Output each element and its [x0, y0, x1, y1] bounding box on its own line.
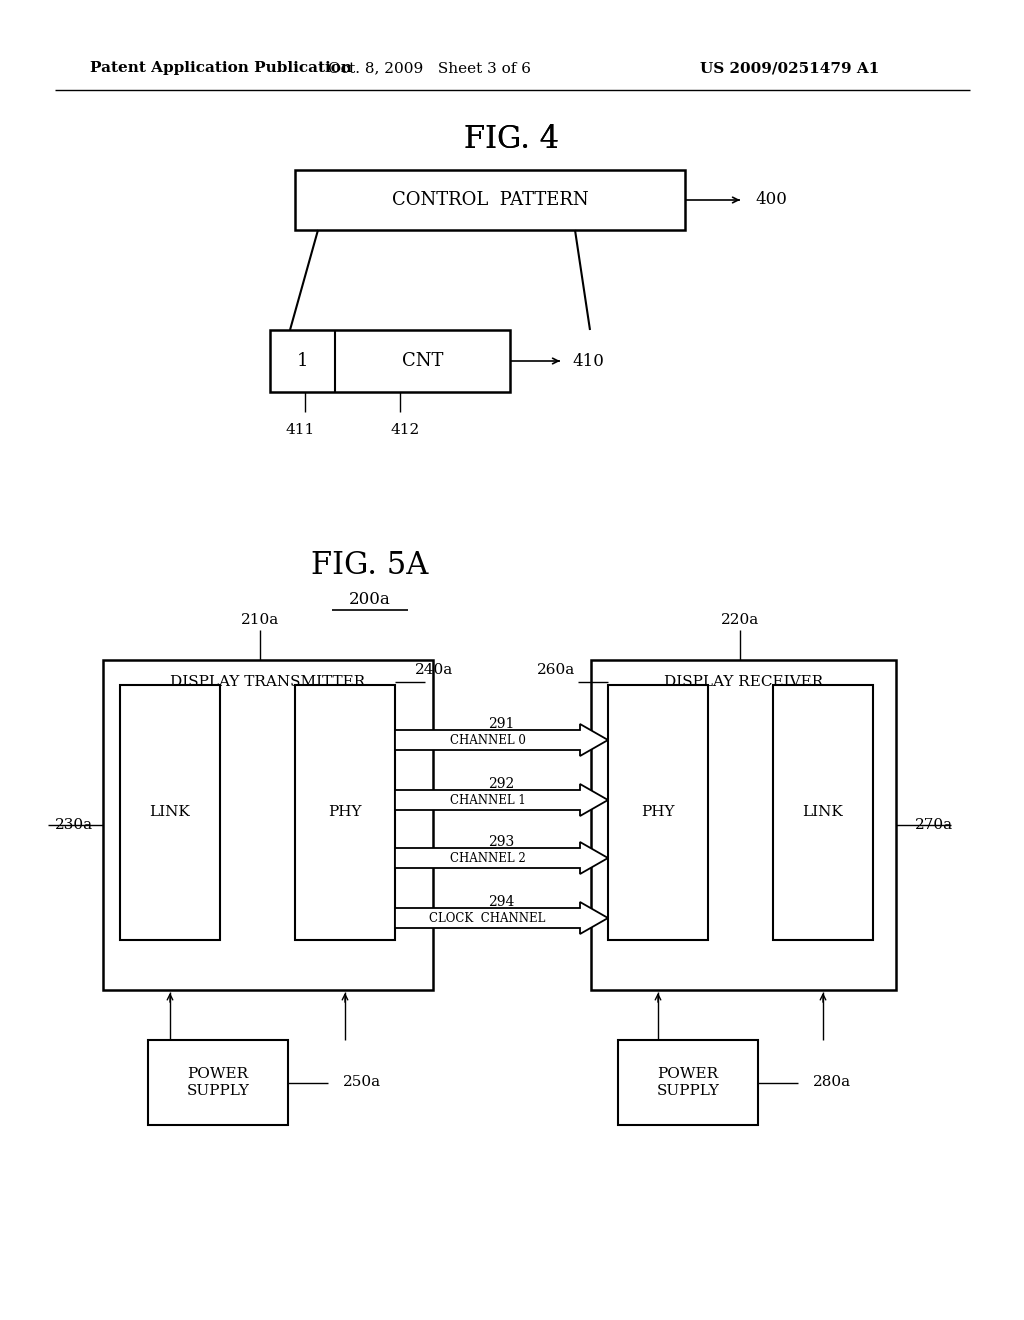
- Text: 210a: 210a: [241, 612, 280, 627]
- Text: 1: 1: [297, 352, 308, 370]
- Text: 200a: 200a: [349, 591, 391, 609]
- Text: 260a: 260a: [537, 663, 575, 677]
- Text: 412: 412: [390, 422, 420, 437]
- Text: 250a: 250a: [343, 1076, 381, 1089]
- Text: CHANNEL 1: CHANNEL 1: [450, 793, 525, 807]
- Text: CLOCK  CHANNEL: CLOCK CHANNEL: [429, 912, 546, 924]
- Bar: [618, 1040, 758, 1125]
- Text: 293: 293: [488, 836, 515, 849]
- Text: 294: 294: [488, 895, 515, 909]
- Bar: [270, 330, 510, 392]
- Text: 411: 411: [286, 422, 314, 437]
- Text: FIG. 4: FIG. 4: [465, 124, 559, 156]
- Text: DISPLAY RECEIVER: DISPLAY RECEIVER: [664, 675, 823, 689]
- Text: LINK: LINK: [803, 805, 844, 820]
- Bar: [148, 1040, 288, 1125]
- Bar: [591, 660, 896, 990]
- Text: FIG. 5A: FIG. 5A: [311, 549, 429, 581]
- Text: 410: 410: [572, 352, 604, 370]
- Text: DISPLAY TRANSMITTER: DISPLAY TRANSMITTER: [170, 675, 366, 689]
- Text: LINK: LINK: [150, 805, 190, 820]
- Text: CHANNEL 0: CHANNEL 0: [450, 734, 525, 747]
- Bar: [608, 685, 708, 940]
- Text: 292: 292: [488, 777, 515, 791]
- Text: Oct. 8, 2009   Sheet 3 of 6: Oct. 8, 2009 Sheet 3 of 6: [329, 61, 531, 75]
- Bar: [120, 685, 220, 940]
- Text: POWER
SUPPLY: POWER SUPPLY: [186, 1068, 250, 1098]
- Bar: [103, 660, 433, 990]
- Text: 400: 400: [755, 191, 786, 209]
- Text: CHANNEL 2: CHANNEL 2: [450, 851, 525, 865]
- Polygon shape: [395, 842, 608, 874]
- Text: PHY: PHY: [641, 805, 675, 820]
- Text: CONTROL  PATTERN: CONTROL PATTERN: [392, 191, 589, 209]
- Text: CNT: CNT: [401, 352, 443, 370]
- Bar: [295, 170, 685, 230]
- Text: POWER
SUPPLY: POWER SUPPLY: [656, 1068, 720, 1098]
- Polygon shape: [395, 784, 608, 816]
- Text: 270a: 270a: [915, 818, 953, 832]
- Text: 220a: 220a: [721, 612, 759, 627]
- Text: US 2009/0251479 A1: US 2009/0251479 A1: [700, 61, 880, 75]
- Text: Patent Application Publication: Patent Application Publication: [90, 61, 352, 75]
- Text: 230a: 230a: [55, 818, 93, 832]
- Text: 280a: 280a: [813, 1076, 851, 1089]
- Text: PHY: PHY: [329, 805, 361, 820]
- Text: 291: 291: [488, 717, 515, 731]
- Polygon shape: [395, 902, 608, 935]
- Polygon shape: [395, 723, 608, 756]
- Text: FIG. 4: FIG. 4: [465, 124, 559, 156]
- Text: 240a: 240a: [415, 663, 454, 677]
- Bar: [295, 685, 395, 940]
- Bar: [773, 685, 873, 940]
